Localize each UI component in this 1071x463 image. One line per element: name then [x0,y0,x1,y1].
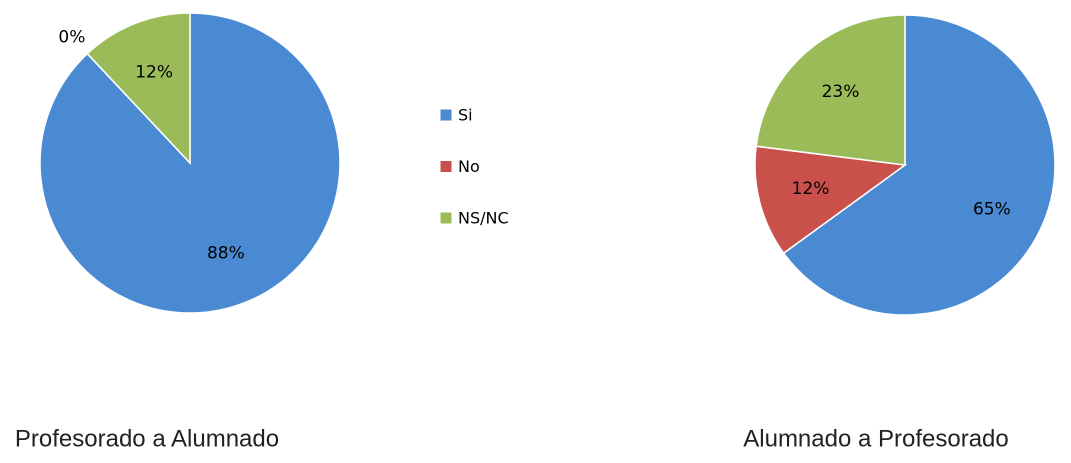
legend-swatch [439,211,453,225]
pie-slice [39,12,341,314]
chart-title: Profesorado a Alumnado [15,425,279,452]
data-label: 12% [135,62,173,82]
data-label: 23% [822,82,860,102]
legend-swatch [439,160,453,173]
pie-slice [782,14,1056,316]
pie-slice [755,14,906,166]
pie-slice [86,12,191,165]
pie-slice [754,145,907,255]
chart-title: Alumnado a Profesorado [743,425,1009,452]
data-label: 88% [207,244,245,264]
data-label: 0% [58,27,85,47]
legend-label: Si [458,106,473,125]
legend-label: NS/NC [458,209,509,228]
data-label: 12% [792,179,830,199]
legend-label: No [458,157,480,176]
legend-swatch [439,108,453,122]
data-label: 65% [973,199,1011,219]
